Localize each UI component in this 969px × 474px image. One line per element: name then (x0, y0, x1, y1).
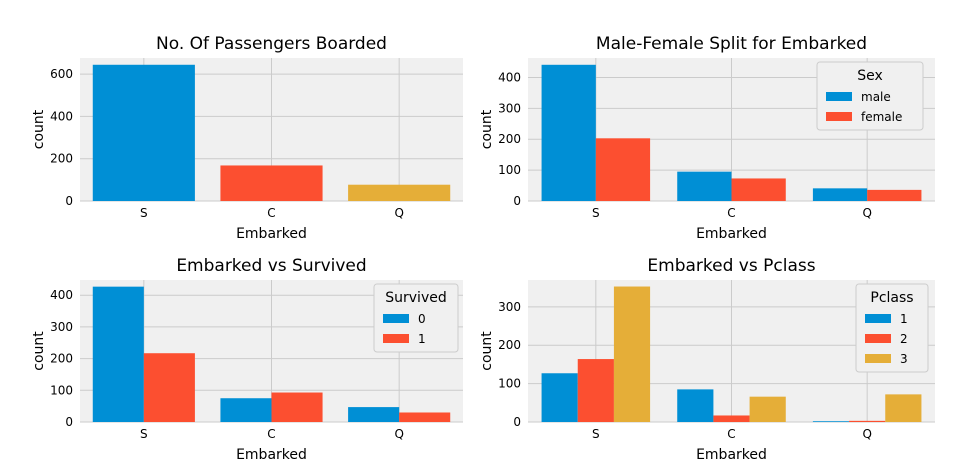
y-axis-label: count (479, 331, 495, 371)
y-tick-label: 200 (498, 132, 521, 146)
chart-title: Male-Female Split for Embarked (596, 34, 867, 54)
legend-entry: 2 (900, 332, 908, 346)
y-axis-label: count (31, 331, 47, 371)
legend-entry: male (861, 90, 891, 104)
legend-title: Pclass (870, 290, 913, 306)
x-tick-label: Q (862, 206, 871, 220)
x-tick-label: S (592, 427, 600, 441)
legend-entry: female (861, 110, 902, 124)
bar-c-0 (220, 398, 272, 422)
chart-title: Embarked vs Pclass (647, 256, 815, 276)
legend-swatch (865, 314, 891, 323)
bar-c-3 (749, 396, 786, 422)
y-tick-label: 200 (50, 352, 73, 366)
y-tick-label: 300 (50, 320, 73, 334)
x-axis-label: Embarked (236, 447, 307, 463)
chart-title: No. Of Passengers Boarded (156, 34, 387, 54)
bar-q-male (812, 188, 868, 201)
bar-c-1 (271, 392, 323, 422)
y-tick-label: 300 (498, 300, 521, 314)
bar-c-female (731, 178, 786, 201)
legend: Survived 0 1 (373, 283, 459, 353)
bar-q-female (867, 189, 922, 201)
y-tick-label: 400 (498, 70, 521, 84)
bar-s-2 (577, 359, 614, 422)
y-tick-label: 100 (498, 377, 521, 391)
bar-q-2 (849, 420, 886, 422)
bar-s-0 (92, 286, 144, 422)
bar-q-1 (399, 412, 451, 422)
legend-swatch (383, 334, 409, 343)
bar-c (220, 165, 323, 201)
bar-s-1 (541, 373, 578, 422)
bar-s-male (541, 64, 596, 201)
legend-swatch (383, 314, 409, 323)
legend-entry: 0 (418, 312, 426, 326)
bar-c-2 (713, 415, 750, 422)
x-tick-label: C (267, 427, 275, 441)
legend-entry: 3 (900, 352, 908, 366)
x-axis-label: Embarked (696, 226, 767, 242)
x-tick-label: C (727, 206, 735, 220)
legend-swatch (826, 112, 852, 121)
bar-s-3 (613, 286, 651, 422)
chart-passengers-boarded: 0 200 400 600 S C Q Embarked count No. Of Passeng… (31, 34, 463, 242)
x-tick-label: C (727, 427, 735, 441)
chart-title: Embarked vs Survived (176, 256, 366, 276)
bar-c-male (677, 171, 732, 201)
bar-s-female (595, 138, 651, 201)
x-tick-label: Q (862, 427, 871, 441)
x-tick-label: S (592, 206, 600, 220)
bar-q-1 (812, 421, 850, 422)
y-tick-label: 0 (513, 194, 521, 208)
legend: Pclass 1 2 3 (855, 283, 929, 373)
chart-male-female-split: 0 100 200 300 400 S C Q Embarked count Male-Female… (479, 34, 935, 242)
bar-q (348, 184, 451, 201)
legend-entry: 1 (900, 312, 908, 326)
x-tick-label: Q (394, 427, 403, 441)
bar-s-1 (143, 353, 195, 422)
legend-frame (855, 283, 929, 373)
x-tick-label: C (267, 206, 275, 220)
y-tick-label: 200 (50, 152, 73, 166)
x-axis-label: Embarked (236, 226, 307, 242)
x-tick-label: Q (394, 206, 403, 220)
x-tick-label: S (140, 427, 148, 441)
y-tick-label: 600 (50, 67, 73, 81)
legend-title: Sex (857, 68, 883, 84)
y-tick-label: 0 (65, 194, 73, 208)
chart-embarked-vs-pclass: 0 100 200 300 S C Q Embarked count Embarked vs Pc… (479, 256, 935, 463)
y-tick-label: 200 (498, 338, 521, 352)
legend-swatch (865, 354, 891, 363)
y-axis-label: count (31, 109, 47, 149)
bar-q-3 (885, 394, 922, 422)
y-axis-label: count (479, 109, 495, 149)
bar-s (92, 64, 195, 202)
bar-q-0 (348, 407, 400, 422)
legend-entry: 1 (418, 332, 426, 346)
y-tick-label: 100 (50, 383, 73, 397)
legend-swatch (865, 334, 891, 343)
legend-swatch (826, 92, 852, 101)
legend-title: Survived (385, 290, 446, 306)
legend: Sex male female (816, 61, 924, 131)
y-tick-label: 400 (50, 109, 73, 123)
chart-embarked-vs-survived: 0 100 200 300 400 S C Q Embarked count Embarked vs… (31, 256, 463, 463)
y-tick-label: 400 (50, 288, 73, 302)
y-tick-label: 300 (498, 101, 521, 115)
x-axis-label: Embarked (696, 447, 767, 463)
y-tick-label: 0 (65, 415, 73, 429)
y-tick-label: 100 (498, 163, 521, 177)
y-tick-label: 0 (513, 415, 521, 429)
bar-c-1 (677, 389, 714, 422)
x-tick-label: S (140, 206, 148, 220)
